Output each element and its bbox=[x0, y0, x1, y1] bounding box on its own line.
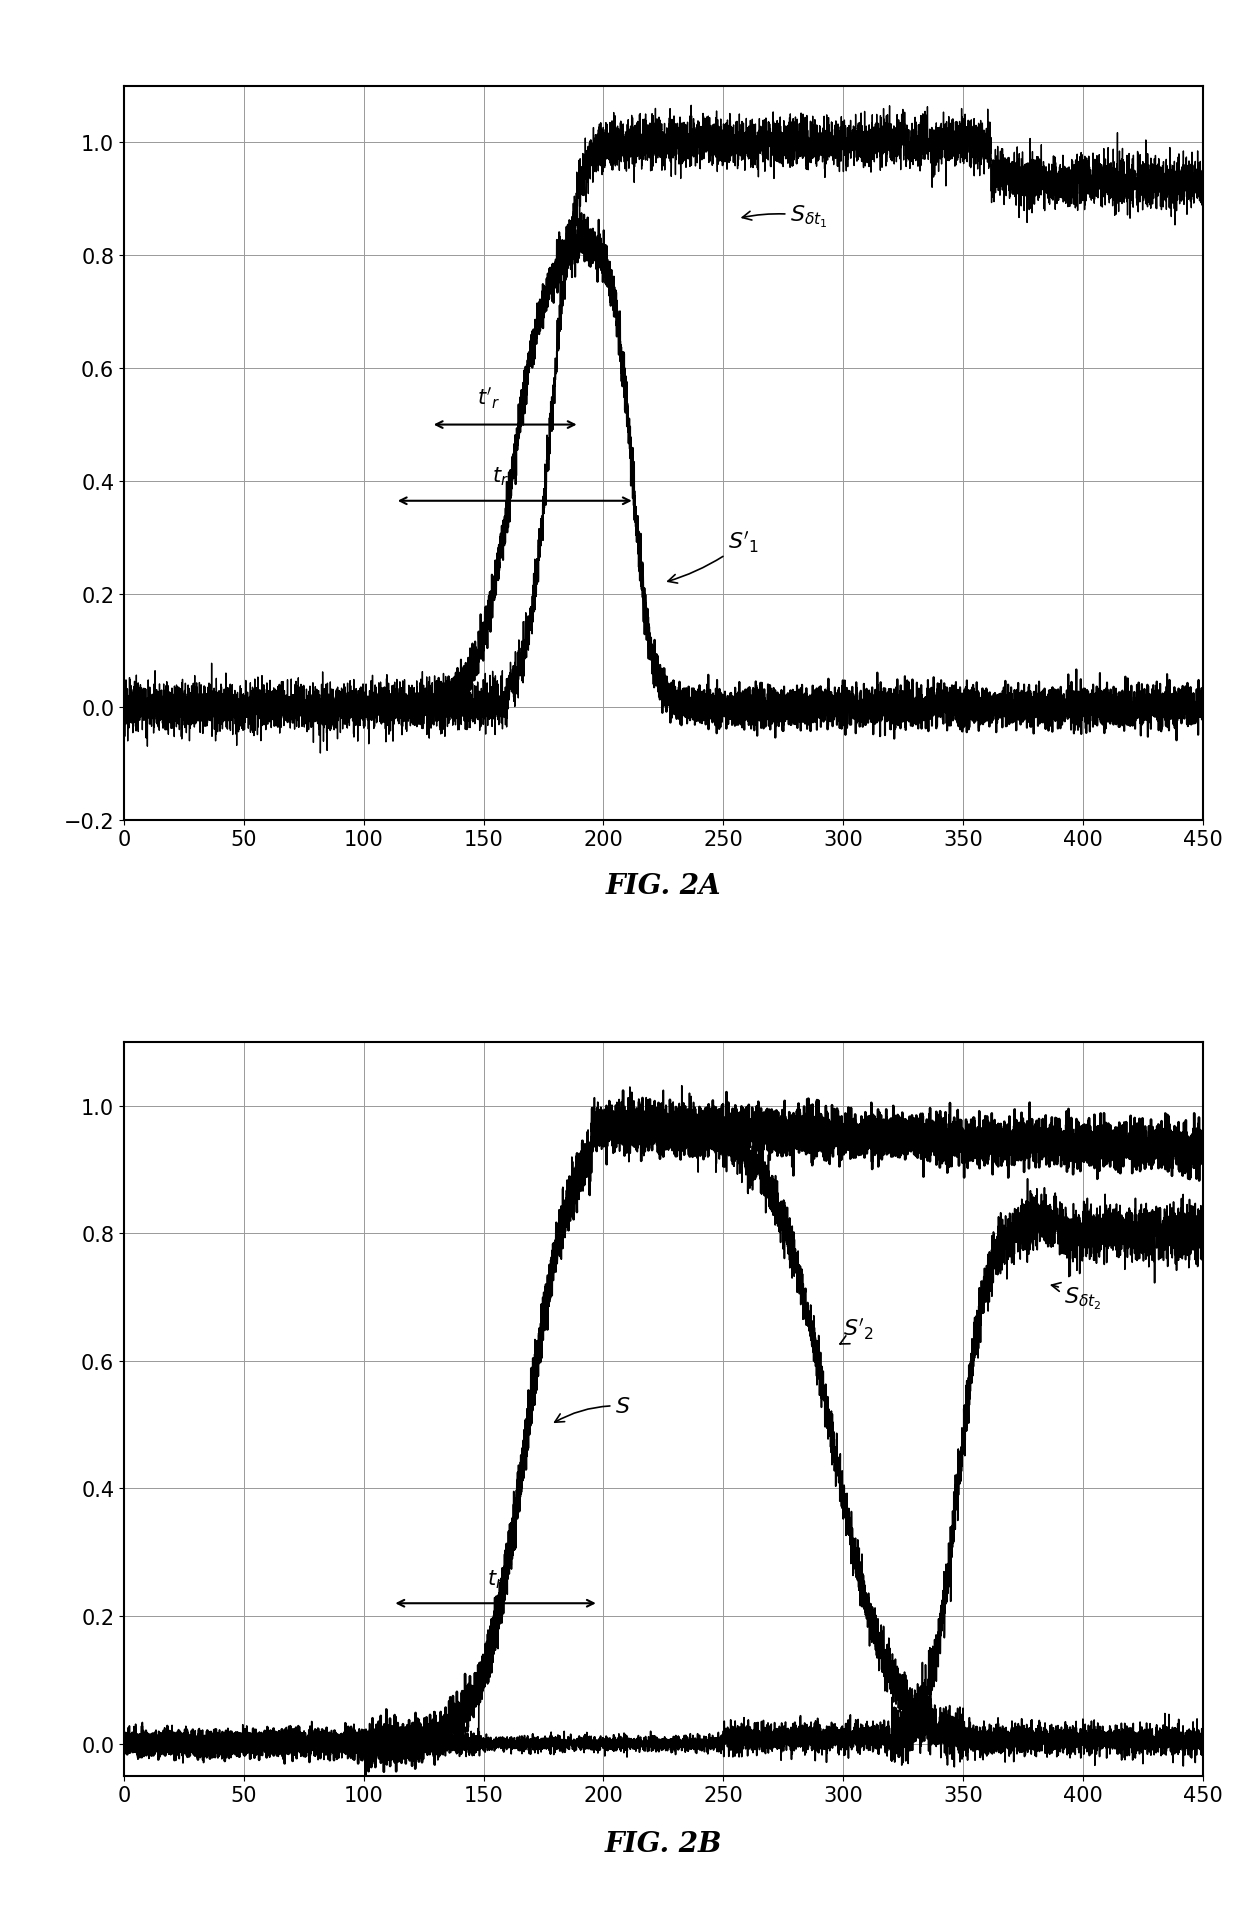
Text: $t_r$: $t_r$ bbox=[492, 465, 508, 488]
Text: $S'_1$: $S'_1$ bbox=[668, 531, 759, 583]
Text: $t_r$: $t_r$ bbox=[487, 1567, 505, 1590]
Text: FIG. 2B: FIG. 2B bbox=[605, 1830, 722, 1857]
Text: $t'_r$: $t'_r$ bbox=[477, 386, 500, 411]
Text: $S_{\delta t_2}$: $S_{\delta t_2}$ bbox=[1052, 1283, 1101, 1312]
Text: $S_{\delta t_1}$: $S_{\delta t_1}$ bbox=[743, 205, 828, 230]
Text: FIG. 2A: FIG. 2A bbox=[605, 872, 722, 899]
Text: $S'_2$: $S'_2$ bbox=[839, 1316, 874, 1345]
Text: $S$: $S$ bbox=[554, 1395, 631, 1422]
